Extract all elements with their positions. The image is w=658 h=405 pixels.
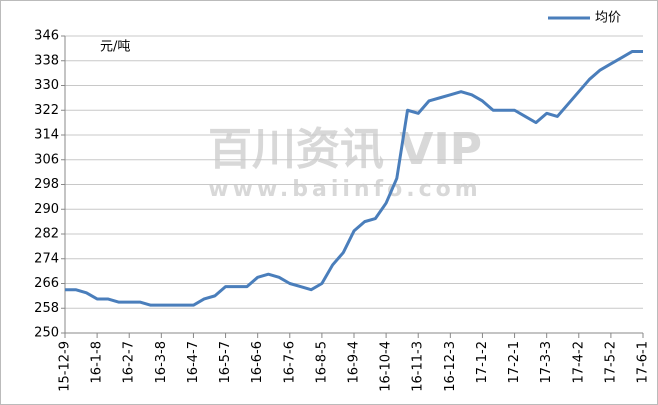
x-tick-label: 17-5-2 xyxy=(603,341,618,383)
x-tick-label: 17-1-2 xyxy=(475,341,490,383)
y-tick-label: 298 xyxy=(34,177,59,192)
x-tick-label: 16-11-3 xyxy=(411,341,426,392)
x-tick-label: 16-9-4 xyxy=(347,341,362,383)
y-tick-label: 266 xyxy=(34,276,59,291)
y-tick-label: 282 xyxy=(34,227,59,242)
x-tick-label: 16-8-5 xyxy=(314,341,329,383)
y-tick-label: 306 xyxy=(34,152,59,167)
x-tick-label: 16-7-6 xyxy=(282,341,297,383)
y-tick-label: 330 xyxy=(34,78,59,93)
y-tick-label: 346 xyxy=(34,29,59,44)
data-line xyxy=(65,49,643,307)
y-tick-label: 338 xyxy=(34,53,59,68)
x-tick-label: 16-6-6 xyxy=(250,341,265,383)
unit-label: 元/吨 xyxy=(100,40,130,55)
x-tick-label: 17-4-2 xyxy=(571,341,586,383)
x-tick-label: 16-2-7 xyxy=(122,341,137,383)
y-tick-label: 250 xyxy=(34,326,59,341)
x-tick-label: 16-12-3 xyxy=(443,341,458,392)
watermark: 百川资讯 VIP xyxy=(208,124,482,175)
x-tick-label: 17-3-3 xyxy=(539,341,554,383)
x-tick-label: 16-5-7 xyxy=(218,341,233,383)
x-tick-label: 16-4-7 xyxy=(186,341,201,383)
legend-label: 均价 xyxy=(595,11,621,26)
y-tick-label: 274 xyxy=(34,251,59,266)
y-tick-label: 314 xyxy=(34,128,59,143)
x-tick-label: 17-2-1 xyxy=(507,341,522,383)
y-tick-label: 258 xyxy=(34,301,59,316)
x-tick-label: 16-10-4 xyxy=(379,341,394,392)
x-tick-label: 15-12-9 xyxy=(58,341,73,392)
x-tick-label: 17-6-1 xyxy=(636,341,651,383)
y-tick-label: 322 xyxy=(34,103,59,118)
watermark: www.baiinfo.com xyxy=(208,177,481,202)
x-tick-label: 16-3-8 xyxy=(154,341,169,383)
y-tick-label: 290 xyxy=(34,202,59,217)
x-tick-label: 16-1-8 xyxy=(90,341,105,383)
